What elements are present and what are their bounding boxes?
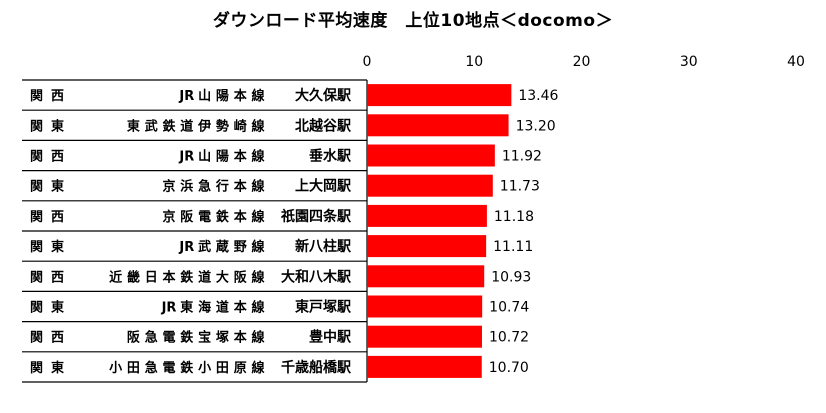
bar <box>367 295 483 318</box>
value-label: 10.93 <box>491 269 531 285</box>
value-label: 10.70 <box>489 360 529 376</box>
line-label: 京阪電鉄本線 <box>162 209 265 225</box>
line-label: JR 山陽本線 <box>178 149 265 165</box>
station-label: 千歳船橋駅 <box>281 359 352 376</box>
value-label: 13.46 <box>518 88 558 104</box>
bar <box>367 204 487 227</box>
station-label: 大久保駅 <box>295 87 352 104</box>
value-label: 10.72 <box>489 330 529 346</box>
x-tick-label: 0 <box>363 54 372 70</box>
line-label: 東武鉄道伊勢崎線 <box>127 118 266 134</box>
x-tick-label: 40 <box>787 54 805 70</box>
bar <box>367 84 512 107</box>
value-label: 11.73 <box>500 179 540 195</box>
station-label: 祇園四条駅 <box>280 208 352 225</box>
line-label: JR 武蔵野線 <box>178 239 265 255</box>
station-label: 上大岡駅 <box>295 178 352 195</box>
bar <box>367 114 509 137</box>
region-label: 関西 <box>30 210 64 225</box>
region-label: 関東 <box>30 118 64 134</box>
bar <box>367 265 485 288</box>
line-label: JR 東海道本線 <box>161 300 266 316</box>
station-label: 垂水駅 <box>309 148 352 165</box>
line-label: 京浜急行本線 <box>162 179 265 195</box>
station-label: 北越谷駅 <box>295 117 352 134</box>
x-tick-label: 20 <box>573 54 591 70</box>
value-label: 10.74 <box>489 300 529 316</box>
station-label: 豊中駅 <box>309 329 352 346</box>
station-label: 東戸塚駅 <box>295 299 352 316</box>
x-tick-label: 10 <box>465 54 483 70</box>
region-label: 関東 <box>30 360 64 376</box>
bar <box>367 144 495 167</box>
value-label: 11.18 <box>494 209 534 225</box>
region-label: 関東 <box>30 179 64 195</box>
x-tick-label: 30 <box>680 54 698 70</box>
chart-title: ダウンロード平均速度 上位10地点＜docomo＞ <box>212 11 614 31</box>
line-label: 近畿日本鉄道大阪線 <box>109 269 265 285</box>
line-label: JR 山陽本線 <box>178 88 265 104</box>
bar <box>367 355 482 378</box>
region-label: 関西 <box>30 331 64 346</box>
region-label: 関西 <box>30 89 64 104</box>
line-label: 小田急電鉄小田原線 <box>109 360 265 376</box>
station-label: 新八柱駅 <box>295 238 352 255</box>
region-label: 関西 <box>30 150 64 165</box>
bar <box>367 325 482 348</box>
region-label: 関東 <box>30 239 64 255</box>
station-label: 大和八木駅 <box>281 268 352 285</box>
line-label: 阪急電鉄宝塚本線 <box>127 330 266 346</box>
value-label: 13.20 <box>516 118 556 134</box>
value-label: 11.92 <box>502 149 542 165</box>
value-label: 11.11 <box>493 239 533 255</box>
region-label: 関西 <box>30 270 64 285</box>
region-label: 関東 <box>30 300 64 316</box>
bar <box>367 174 493 197</box>
bar <box>367 235 487 258</box>
